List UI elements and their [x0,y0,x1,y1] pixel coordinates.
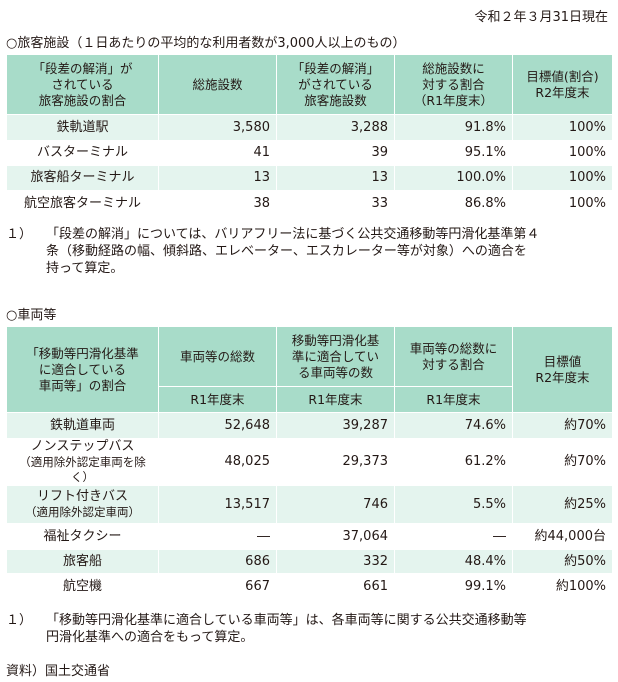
row-label: 航空旅客ターミナル [6,190,159,217]
cell-ratio: ― [394,523,513,550]
cell-total: 667 [158,573,277,600]
row-label-main: ノンステップバス [30,439,135,454]
row-label-main: リフト付きバス [36,489,128,504]
note-line: 条（移動経路の幅、傾斜路、エレベーター、エスカレーター等が対象）への適合を [46,244,527,259]
vehicles-note: １） 「移動等円滑化基準に適合している車両等」は、各車両等に関する公共交通移動等 … [6,612,606,646]
table-row: 鉄軌道車両 52,648 39,287 74.6% 約70% [6,412,613,439]
note-line: 「移動等円滑化基準に適合している車両等」は、各車両等に関する公共交通移動等 [46,613,527,628]
table-row: 航空旅客ターミナル 38 33 86.8% 100% [6,190,613,217]
cell-total: 13 [158,165,277,191]
section-title-vehicles: ○車両等 [6,308,57,323]
row-label: 航空機 [6,573,159,600]
table-row: 航空機 667 661 99.1% 約100% [6,573,613,600]
header-ratio: 車両等の総数に 対する割合 [394,326,513,387]
header-target: 目標値(割合) R2年度末 [512,54,613,115]
note-index: １） [6,613,33,628]
row-label-sub: （適用除外認定車両） [25,505,140,519]
header-ratio: 総施設数に 対する割合 （R1年度末） [394,54,513,115]
table-row: 福祉タクシー ― 37,064 ― 約44,000台 [6,523,613,550]
cell-total: 686 [158,549,277,574]
cell-ratio: 91.8% [394,114,513,141]
cell-target: 約70% [512,438,613,486]
vehicles-table: 「移動等円滑化基準 に適合している 車両等」の割合 車両等の総数 移動等円滑化基 準に… [6,326,613,600]
table-row: 旅客船 686 332 48.4% 約50% [6,549,613,574]
cell-target: 約100% [512,573,613,600]
row-label: 鉄軌道車両 [6,412,159,439]
header-ratio-label: 「段差の解消」が されている 旅客施設の割合 [6,54,159,115]
note-line: 「段差の解消」については、バリアフリー法に基づく公共交通移動等円滑化基準第４ [46,227,540,242]
subheader-year: R1年度末 [394,386,513,413]
header-ratio-label: 「移動等円滑化基準 に適合している 車両等」の割合 [6,326,159,413]
as-of-date: 令和２年３月31日現在 [474,10,608,25]
table-row: ノンステップバス （適用除外認定車両を除く） 48,025 29,373 61.… [6,438,613,486]
cell-total: 52,648 [158,412,277,439]
cell-ratio: 74.6% [394,412,513,439]
cell-count: 33 [276,190,395,217]
cell-total: 38 [158,190,277,217]
cell-target: 100% [512,140,613,166]
cell-count: 661 [276,573,395,600]
cell-count: 29,373 [276,438,395,486]
cell-ratio: 86.8% [394,190,513,217]
facilities-note: １） 「段差の解消」については、バリアフリー法に基づく公共交通移動等円滑化基準第４… [6,226,606,277]
cell-target: 約44,000台 [512,523,613,550]
cell-total: 41 [158,140,277,166]
source-note: 資料）国土交通省 [6,664,111,679]
cell-total: ― [158,523,277,550]
row-label: 旅客船ターミナル [6,165,159,191]
row-label: リフト付きバス （適用除外認定車両） [6,485,159,524]
row-label: バスターミナル [6,140,159,166]
cell-total: 13,517 [158,485,277,524]
cell-total: 48,025 [158,438,277,486]
cell-target: 約25% [512,485,613,524]
cell-ratio: 5.5% [394,485,513,524]
vehicles-header-row: 「移動等円滑化基準 に適合している 車両等」の割合 車両等の総数 移動等円滑化基 準に… [6,326,613,413]
table-row: バスターミナル 41 39 95.1% 100% [6,140,613,166]
row-label: 旅客船 [6,549,159,574]
cell-count: 332 [276,549,395,574]
cell-ratio: 99.1% [394,573,513,600]
header-count: 「段差の解消」 がされている 旅客施設数 [276,54,395,115]
cell-total: 3,580 [158,114,277,141]
facilities-table: 「段差の解消」が されている 旅客施設の割合 総施設数 「段差の解消」 がされている旅… [6,54,613,217]
row-label: ノンステップバス （適用除外認定車両を除く） [6,438,159,486]
cell-ratio: 100.0% [394,165,513,191]
cell-ratio: 48.4% [394,549,513,574]
note-line: 持って算定。 [46,261,124,276]
cell-target: 約70% [512,412,613,439]
table-row: 鉄軌道駅 3,580 3,288 91.8% 100% [6,114,613,141]
cell-count: 39 [276,140,395,166]
cell-ratio: 61.2% [394,438,513,486]
table-row: 旅客船ターミナル 13 13 100.0% 100% [6,165,613,191]
header-target: 目標値 R2年度末 [512,326,613,413]
cell-target: 約50% [512,549,613,574]
vehicles-subheader-row: R1年度末 R1年度末 R1年度末 [7,386,613,413]
cell-count: 3,288 [276,114,395,141]
facilities-header-row: 「段差の解消」が されている 旅客施設の割合 総施設数 「段差の解消」 がされている旅… [6,54,613,115]
note-index: １） [6,227,33,242]
subheader-year: R1年度末 [276,386,395,413]
header-count: 移動等円滑化基 準に適合してい る車両等の数 [276,326,395,387]
row-label-sub: （適用除外認定車両を除く） [19,455,146,484]
cell-ratio: 95.1% [394,140,513,166]
cell-count: 39,287 [276,412,395,439]
subheader-year: R1年度末 [158,386,277,413]
cell-target: 100% [512,114,613,141]
cell-count: 13 [276,165,395,191]
cell-count: 37,064 [276,523,395,550]
table-row: リフト付きバス （適用除外認定車両） 13,517 746 5.5% 約25% [6,485,613,524]
note-line: 円滑化基準への適合をもって算定。 [46,630,254,645]
cell-count: 746 [276,485,395,524]
header-total: 車両等の総数 [158,326,277,387]
cell-target: 100% [512,190,613,217]
cell-target: 100% [512,165,613,191]
section-title-facilities: ○旅客施設（１日あたりの平均的な利用者数が3,000人以上のもの） [6,36,406,51]
row-label: 鉄軌道駅 [6,114,159,141]
row-label: 福祉タクシー [6,523,159,550]
header-total: 総施設数 [158,54,277,115]
